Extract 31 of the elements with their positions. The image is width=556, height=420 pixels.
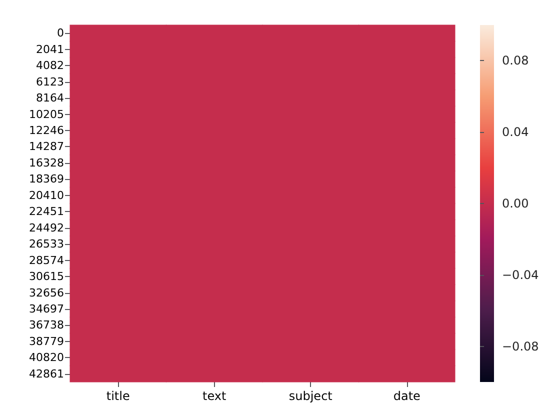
y-tick-label: 26533: [29, 238, 64, 251]
x-tick-label: date: [393, 389, 420, 403]
y-tick-label: 24492: [29, 221, 64, 234]
color-bar-label: 0.08: [502, 54, 529, 68]
color-bar-label: 0.00: [502, 196, 529, 210]
y-tick-label: 38779: [29, 334, 64, 348]
y-tick-label: 42861: [29, 367, 64, 380]
x-tick-label: title: [106, 389, 130, 403]
y-tick-label: 0: [57, 26, 64, 40]
y-tick-label: 14287: [29, 140, 64, 154]
y-tick-label: 6123: [36, 75, 64, 88]
color-bar-label: 0.04: [502, 125, 529, 140]
y-tick-label: 2041: [36, 42, 64, 56]
y-tick-label: 16328: [29, 156, 64, 170]
y-tick-label: 18369: [29, 172, 64, 186]
y-tick-label: 20410: [29, 188, 64, 202]
y-tick-label: 30615: [29, 270, 64, 284]
y-tick-label: 10205: [29, 108, 64, 121]
y-tick-label: 4082: [36, 59, 64, 72]
y-tick-label: 8164: [36, 92, 64, 105]
color-bar-label: −0.08: [502, 339, 539, 354]
x-tick-label: text: [202, 389, 227, 403]
color-bar-label: −0.04: [502, 268, 539, 282]
y-tick-label: 36738: [29, 318, 64, 332]
y-tick-label: 40820: [29, 351, 64, 364]
y-tick-label: 34697: [29, 302, 64, 316]
y-tick-label: 32656: [29, 286, 64, 300]
y-tick-label: 28574: [29, 254, 64, 267]
y-tick-label: 22451: [29, 205, 64, 218]
y-tick-label: 12246: [29, 124, 64, 137]
x-tick-label: subject: [288, 389, 333, 403]
